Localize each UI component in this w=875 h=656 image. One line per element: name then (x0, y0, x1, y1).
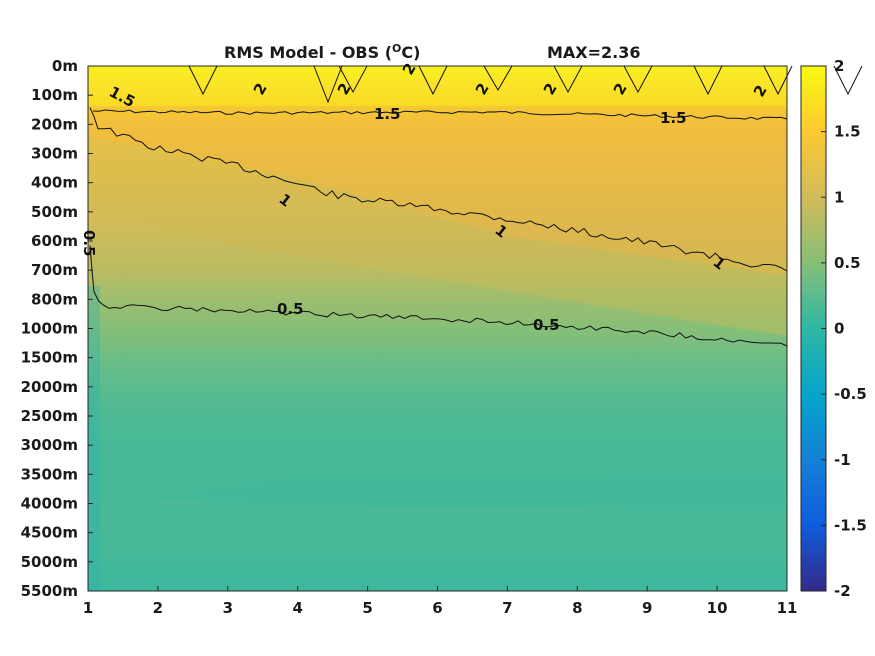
contour-label: 1.5 (374, 105, 401, 123)
y-tick-label: 5000m (21, 553, 78, 571)
mid-band (88, 136, 787, 336)
y-tick-label: 100m (31, 86, 78, 104)
x-tick-label: 10 (707, 599, 728, 617)
contour-2-loop (693, 65, 723, 96)
colorbar-tick-label: -0.5 (834, 385, 867, 403)
left-edge-shade (88, 286, 100, 591)
contour-2-loop (763, 65, 793, 96)
colorbar-tick-label: 0.5 (834, 254, 861, 272)
y-tick-label: 800m (31, 290, 78, 308)
y-tick-label: 300m (31, 145, 78, 163)
x-tick-label: 3 (223, 599, 233, 617)
colorbar-tick-label: -1.5 (834, 516, 867, 534)
x-tick-label: 9 (642, 599, 652, 617)
y-tick-label: 4000m (21, 495, 78, 513)
y-tick-label: 700m (31, 261, 78, 279)
contour-label: 1.5 (660, 109, 687, 127)
contour-2-loop (313, 65, 343, 104)
y-tick-label: 0m (52, 57, 78, 75)
y-tick-label: 1500m (21, 349, 78, 367)
contour-0.5 (89, 245, 788, 347)
y-tick-label: 3000m (21, 436, 78, 454)
y-tick-label: 4500m (21, 524, 78, 542)
deep-band (148, 474, 787, 511)
x-tick-label: 11 (777, 599, 798, 617)
contour-2-loop (188, 65, 218, 96)
y-tick-label: 400m (31, 174, 78, 192)
y-tick-label: 1000m (21, 320, 78, 338)
colorbar-tick-label: -2 (834, 582, 851, 600)
contour-2-loop (338, 65, 368, 94)
colorbar-tick-label: 0 (834, 320, 844, 338)
contour-2-loop (418, 65, 448, 96)
x-axis-labels: 1 2 3 4 5 6 7 8 9 10 11 (83, 586, 798, 617)
y-tick-label: 5500m (21, 582, 78, 600)
colorbar-tick-label: 2 (834, 57, 844, 75)
x-tick-label: 4 (292, 599, 302, 617)
contour-1 (89, 107, 788, 272)
colorbar-tick-label: -1 (834, 451, 851, 469)
y-tick-label: 2500m (21, 407, 78, 425)
contour-2-loop (553, 65, 583, 94)
y-axis-labels: 0m 100m 200m 300m 400m 500m 600m 700m 800m 1000m 1… (21, 57, 93, 600)
contour-2-loop (833, 65, 863, 96)
y-tick-label: 600m (31, 232, 78, 250)
y-tick-label: 500m (31, 203, 78, 221)
x-tick-label: 1 (83, 599, 93, 617)
y-tick-label: 200m (31, 115, 78, 133)
x-tick-label: 7 (502, 599, 512, 617)
max-label: MAX=2.36 (547, 43, 641, 62)
contour-label: 0.5 (277, 300, 304, 318)
x-tick-label: 6 (432, 599, 442, 617)
contour-label: 0.5 (80, 230, 98, 257)
warm-band (88, 106, 787, 276)
contour-label: 0.5 (533, 316, 560, 334)
chart-title: RMS Model - OBS (OC) (224, 42, 420, 62)
y-tick-label: 3500m (21, 465, 78, 483)
x-tick-label: 8 (572, 599, 582, 617)
contour-1.5 (92, 109, 788, 120)
heatmap-field (88, 66, 787, 591)
colorbar: 2 1.5 1 0.5 0 -0.5 -1 -1.5 -2 (800, 57, 867, 600)
colorbar-tick-label: 1.5 (834, 123, 861, 141)
plot-area (87, 65, 788, 592)
contour-2-loop (483, 65, 513, 91)
x-tick-label: 5 (362, 599, 372, 617)
x-tick-label: 2 (153, 599, 163, 617)
colorbar-tick-label: 1 (834, 188, 844, 206)
y-tick-label: 2000m (21, 378, 78, 396)
contour-2-loop (623, 65, 653, 94)
